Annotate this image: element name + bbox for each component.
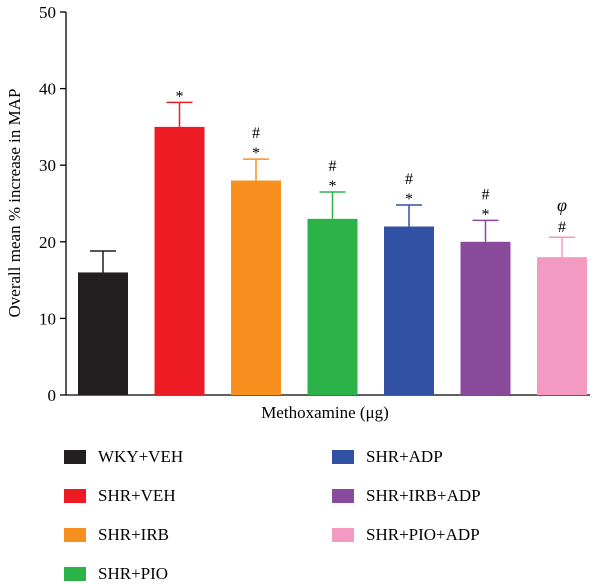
- error-bars: [90, 101, 575, 273]
- annotation-mark: #: [558, 219, 566, 236]
- bar-shr-adp: [384, 226, 434, 395]
- legend-label: SHR+PIO+ADP: [366, 525, 480, 544]
- y-tick-label: 30: [39, 156, 56, 175]
- legend-swatch: [64, 567, 86, 581]
- legend-label: WKY+VEH: [98, 447, 184, 466]
- annotation-mark: *: [176, 88, 184, 105]
- legend: WKY+VEH SHR+VEH SHR+IRB SHR+PIO SHR+ADP SHR+I…: [0, 440, 600, 585]
- bars: [78, 126, 587, 396]
- annotation-mark: *: [329, 178, 337, 195]
- y-axis-label: Overall mean % increase in MAP: [5, 89, 24, 318]
- legend-item: SHR+VEH: [64, 485, 176, 507]
- legend-label: SHR+IRB: [98, 525, 169, 544]
- bar-shr-pio: [307, 218, 358, 395]
- y-tick-label: 50: [39, 3, 56, 22]
- annotation-mark: #: [405, 171, 413, 188]
- legend-item: WKY+VEH: [64, 446, 183, 468]
- significance-annotations: * * # * # * # * # # φ: [176, 88, 568, 236]
- legend-item: SHR+IRB: [64, 524, 169, 546]
- legend-label: SHR+IRB+ADP: [366, 486, 481, 505]
- annotation-mark: *: [482, 206, 490, 223]
- annotation-mark: #: [482, 186, 490, 203]
- annotation-mark: #: [252, 125, 260, 142]
- y-tick-label: 10: [39, 309, 56, 328]
- y-tick-label: 0: [48, 386, 57, 405]
- y-tick-label: 40: [39, 80, 56, 99]
- legend-item: SHR+IRB+ADP: [332, 485, 481, 507]
- annotation-mark: #: [329, 158, 337, 175]
- legend-label: SHR+ADP: [366, 447, 443, 466]
- legend-swatch: [332, 528, 354, 542]
- legend-label: SHR+PIO: [98, 564, 169, 583]
- bar-shr-pio-adp: [537, 257, 587, 395]
- bar-shr-veh: [154, 126, 205, 396]
- bar-wky-veh: [78, 272, 128, 395]
- bar-shr-irb-adp: [460, 241, 511, 395]
- y-axis: 0 10 20 30 40 50: [39, 3, 590, 405]
- legend-label: SHR+VEH: [98, 486, 176, 505]
- legend-swatch: [332, 489, 354, 503]
- bar-shr-irb: [231, 180, 281, 395]
- annotation-mark: *: [405, 191, 413, 208]
- legend-swatch: [64, 528, 86, 542]
- y-tick-label: 20: [39, 233, 56, 252]
- legend-swatch: [64, 450, 86, 464]
- annotation-mark: *: [252, 145, 260, 162]
- legend-item: SHR+ADP: [332, 446, 443, 468]
- x-axis-label: Methoxamine (μg): [261, 403, 389, 422]
- legend-swatch: [332, 450, 354, 464]
- legend-swatch: [64, 489, 86, 503]
- legend-item: SHR+PIO: [64, 563, 168, 585]
- legend-item: SHR+PIO+ADP: [332, 524, 480, 546]
- annotation-mark: φ: [557, 195, 567, 215]
